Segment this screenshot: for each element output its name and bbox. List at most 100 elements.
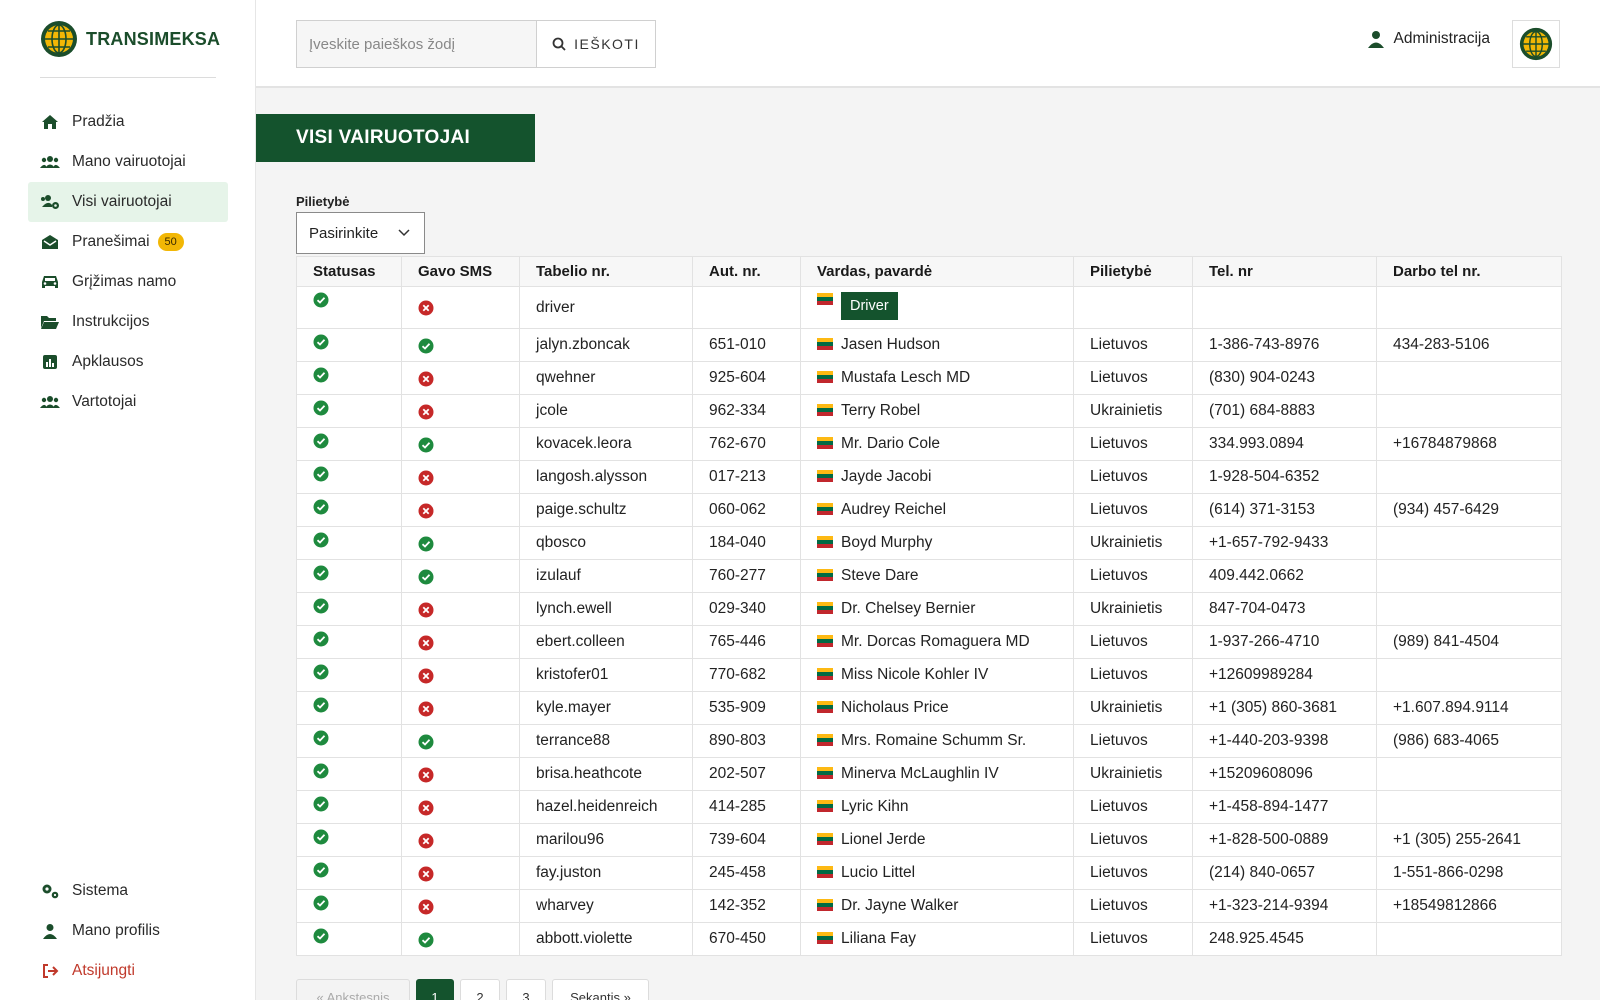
admin-link[interactable]: Administracija: [1367, 30, 1490, 48]
driver-name: Audrey Reichel: [841, 501, 947, 518]
page-button-2[interactable]: 2: [460, 979, 500, 1000]
check-circle-icon: [313, 631, 329, 651]
table-row[interactable]: abbott.violette 670-450 Liliana Fay Lietuvo…: [296, 922, 1562, 956]
page-button-1[interactable]: 1: [416, 979, 454, 1000]
table-row[interactable]: fay.juston 245-458 Lucio Littel Lietuvos (21…: [296, 856, 1562, 890]
table-row[interactable]: izulauf 760-277 Steve Dare Lietuvos 409.442.…: [296, 559, 1562, 593]
table-row[interactable]: jalyn.zboncak 651-010 Jasen Hudson Lietuvos…: [296, 328, 1562, 362]
column-header[interactable]: Vardas, pavardė: [800, 256, 1074, 287]
status-cell: [296, 460, 402, 494]
column-header[interactable]: Aut. nr.: [692, 256, 801, 287]
check-circle-icon: [313, 664, 329, 684]
sidebar-item-grizimas-namo[interactable]: Grįžimas namo: [28, 262, 228, 302]
tel-cell: 1-928-504-6352: [1192, 460, 1377, 494]
table-row[interactable]: langosh.alysson 017-213 Jayde Jacobi Lietuv…: [296, 460, 1562, 494]
driver-button[interactable]: Driver: [841, 292, 898, 320]
table-row[interactable]: kristofer01 770-682 Miss Nicole Kohler IV L…: [296, 658, 1562, 692]
sidebar-item-label: Mano profilis: [72, 922, 160, 939]
aut-cell: 739-604: [692, 823, 801, 857]
brand[interactable]: TRANSIMEKSA: [40, 20, 220, 58]
sidebar-item-visi-vairuotojai[interactable]: Visi vairuotojai: [28, 182, 228, 222]
pilietybe-cell: Lietuvos: [1073, 625, 1193, 659]
table-row[interactable]: ebert.colleen 765-446 Mr. Dorcas Romaguera…: [296, 625, 1562, 659]
chart-icon: [40, 352, 60, 372]
table-row[interactable]: kyle.mayer 535-909 Nicholaus Price Ukrainie…: [296, 691, 1562, 725]
home-icon: [40, 112, 60, 132]
tabelio-cell: marilou96: [519, 823, 693, 857]
flag-icon: [817, 568, 833, 581]
column-header[interactable]: Tabelio nr.: [519, 256, 693, 287]
x-circle-icon: [418, 371, 434, 391]
column-header[interactable]: Gavo SMS: [401, 256, 520, 287]
table-row[interactable]: terrance88 890-803 Mrs. Romaine Schumm Sr.…: [296, 724, 1562, 758]
column-header[interactable]: Darbo tel nr.: [1376, 256, 1562, 287]
sidebar-item-pradzia[interactable]: Pradžia: [28, 102, 228, 142]
check-circle-icon: [313, 862, 329, 882]
aut-cell: 245-458: [692, 856, 801, 890]
x-circle-icon: [418, 635, 434, 655]
name-cell: Mrs. Romaine Schumm Sr.: [800, 724, 1074, 758]
sidebar-item-apklausos[interactable]: Apklausos: [28, 342, 228, 382]
table-row[interactable]: marilou96 739-604 Lionel Jerde Lietuvos +1-8…: [296, 823, 1562, 857]
sidebar-item-vartotojai[interactable]: Vartotojai: [28, 382, 228, 422]
tabelio-cell: driver: [519, 286, 693, 329]
sidebar-item-mano-profilis[interactable]: Mano profilis: [28, 911, 228, 951]
column-header[interactable]: Tel. nr: [1192, 256, 1377, 287]
citizenship-select[interactable]: Pasirinkite: [296, 212, 425, 254]
table-row[interactable]: hazel.heidenreich 414-285 Lyric Kihn Lietuv…: [296, 790, 1562, 824]
next-page-button[interactable]: Sekantis »: [552, 979, 649, 1000]
x-circle-icon: [418, 899, 434, 919]
table-row[interactable]: jcole 962-334 Terry Robel Ukrainietis (701) …: [296, 394, 1562, 428]
name-cell: Boyd Murphy: [800, 526, 1074, 560]
page-button-3[interactable]: 3: [506, 979, 546, 1000]
darbo-tel-cell: +18549812866: [1376, 889, 1562, 923]
darbo-tel-cell: (986) 683-4065: [1376, 724, 1562, 758]
pilietybe-cell: Lietuvos: [1073, 922, 1193, 956]
pilietybe-cell: Lietuvos: [1073, 328, 1193, 362]
sidebar-item-pranesimai[interactable]: Pranešimai 50: [28, 222, 228, 262]
sidebar-item-mano-vairuotojai[interactable]: Mano vairuotojai: [28, 142, 228, 182]
driver-name: Lyric Kihn: [841, 798, 909, 815]
table-row[interactable]: driver Driver: [296, 286, 1562, 329]
table-row[interactable]: wharvey 142-352 Dr. Jayne Walker Lietuvos +1…: [296, 889, 1562, 923]
name-cell: Jasen Hudson: [800, 328, 1074, 362]
tabelio-cell: qwehner: [519, 361, 693, 395]
sms-cell: [401, 922, 520, 956]
tabelio-cell: wharvey: [519, 889, 693, 923]
status-cell: [296, 658, 402, 692]
tabelio-cell: jalyn.zboncak: [519, 328, 693, 362]
pilietybe-cell: Ukrainietis: [1073, 394, 1193, 428]
users-icon: [40, 392, 60, 412]
admin-label: Administracija: [1393, 30, 1490, 47]
name-cell: Nicholaus Price: [800, 691, 1074, 725]
name-cell: Lyric Kihn: [800, 790, 1074, 824]
table-row[interactable]: lynch.ewell 029-340 Dr. Chelsey Bernier Ukr…: [296, 592, 1562, 626]
name-cell: Minerva McLaughlin IV: [800, 757, 1074, 791]
driver-name: Lionel Jerde: [841, 831, 926, 848]
tabelio-cell: brisa.heathcote: [519, 757, 693, 791]
aut-cell: 760-277: [692, 559, 801, 593]
flag-icon: [817, 535, 833, 548]
cogs-icon: [40, 881, 60, 901]
check-circle-icon: [313, 400, 329, 420]
sidebar-item-label: Atsijungti: [72, 962, 135, 979]
pilietybe-cell: Lietuvos: [1073, 658, 1193, 692]
search-input[interactable]: [296, 20, 536, 68]
table-row[interactable]: brisa.heathcote 202-507 Minerva McLaughlin…: [296, 757, 1562, 791]
search-bar: IEŠKOTI: [296, 20, 656, 68]
sidebar-item-atsijungti[interactable]: Atsijungti: [28, 951, 228, 991]
name-cell: Lionel Jerde: [800, 823, 1074, 857]
top-header: IEŠKOTI Administracija: [256, 0, 1600, 88]
column-header[interactable]: Statusas: [296, 256, 402, 287]
avatar[interactable]: [1512, 20, 1560, 68]
prev-page-button[interactable]: « Ankstesnis: [296, 979, 410, 1000]
table-row[interactable]: paige.schultz 060-062 Audrey Reichel Lietuv…: [296, 493, 1562, 527]
sidebar-item-instrukcijos[interactable]: Instrukcijos: [28, 302, 228, 342]
table-row[interactable]: qbosco 184-040 Boyd Murphy Ukrainietis +1-65…: [296, 526, 1562, 560]
table-row[interactable]: kovacek.leora 762-670 Mr. Dario Cole Lietuv…: [296, 427, 1562, 461]
sidebar-item-sistema[interactable]: Sistema: [28, 871, 228, 911]
name-cell: Terry Robel: [800, 394, 1074, 428]
table-row[interactable]: qwehner 925-604 Mustafa Lesch MD Lietuvos (8…: [296, 361, 1562, 395]
search-button[interactable]: IEŠKOTI: [536, 20, 656, 68]
column-header[interactable]: Pilietybė: [1073, 256, 1193, 287]
